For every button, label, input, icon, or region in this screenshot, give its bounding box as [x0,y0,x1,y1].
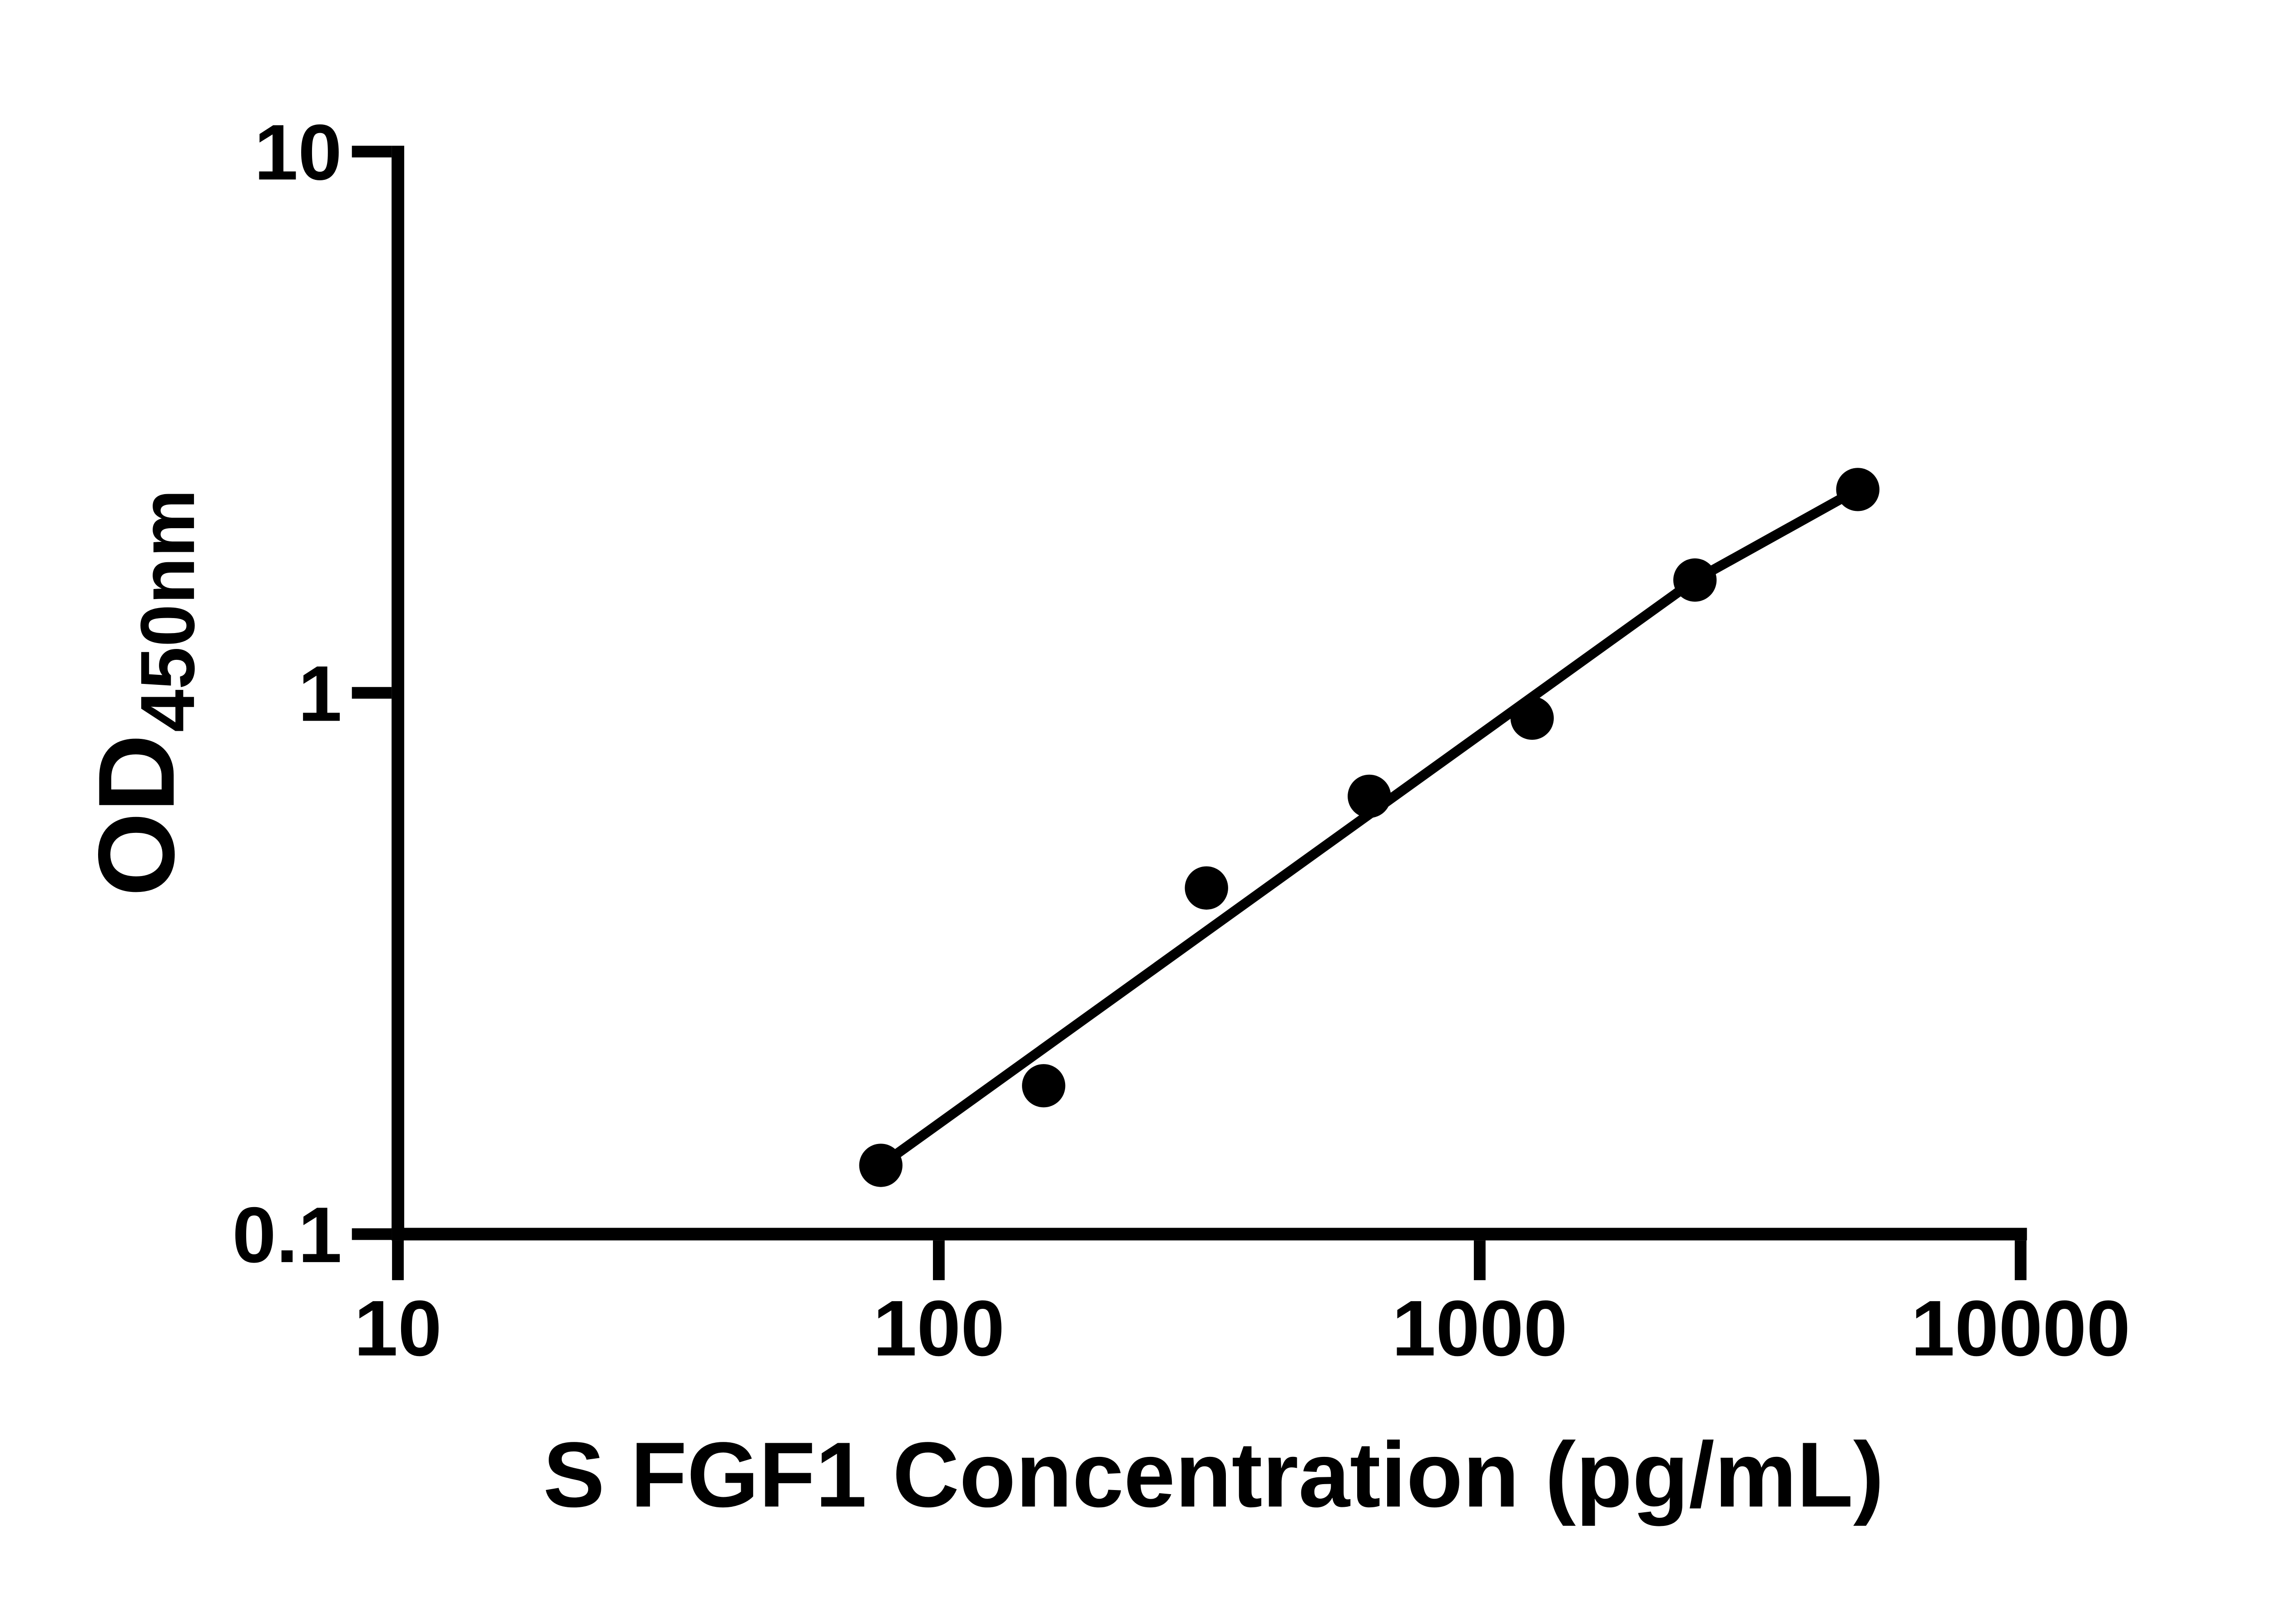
data-point [1673,558,1717,602]
x-tick-label: 1000 [1392,1284,1568,1372]
x-axis-ticks [392,1240,2027,1280]
y-axis-ticks [352,145,392,1240]
data-point [1185,866,1228,910]
y-axis-title-main: OD [75,734,197,897]
y-axis-title: OD 450nm [75,489,210,896]
data-point [1510,696,1554,740]
data-points [859,468,1879,1187]
data-point [1022,1064,1066,1108]
y-axis-title-subscript: 450nm [124,489,210,732]
y-tick-label: 10 [254,108,342,196]
axes [392,145,2027,1241]
x-tick-label: 10000 [1911,1284,2130,1372]
x-axis-tick-labels: 10 100 1000 10000 [354,1284,2130,1372]
data-point [1836,468,1879,511]
x-tick-label: 100 [873,1284,1005,1372]
data-point [1348,774,1391,818]
y-tick-label: 0.1 [232,1191,342,1279]
x-axis-title: S FGF1 Concentration (pg/mL) [543,1423,1884,1526]
y-tick-label: 1 [298,649,342,738]
x-tick-label: 10 [354,1284,441,1372]
data-point [859,1144,902,1187]
y-axis-tick-labels: 0.1 1 10 [232,108,342,1279]
